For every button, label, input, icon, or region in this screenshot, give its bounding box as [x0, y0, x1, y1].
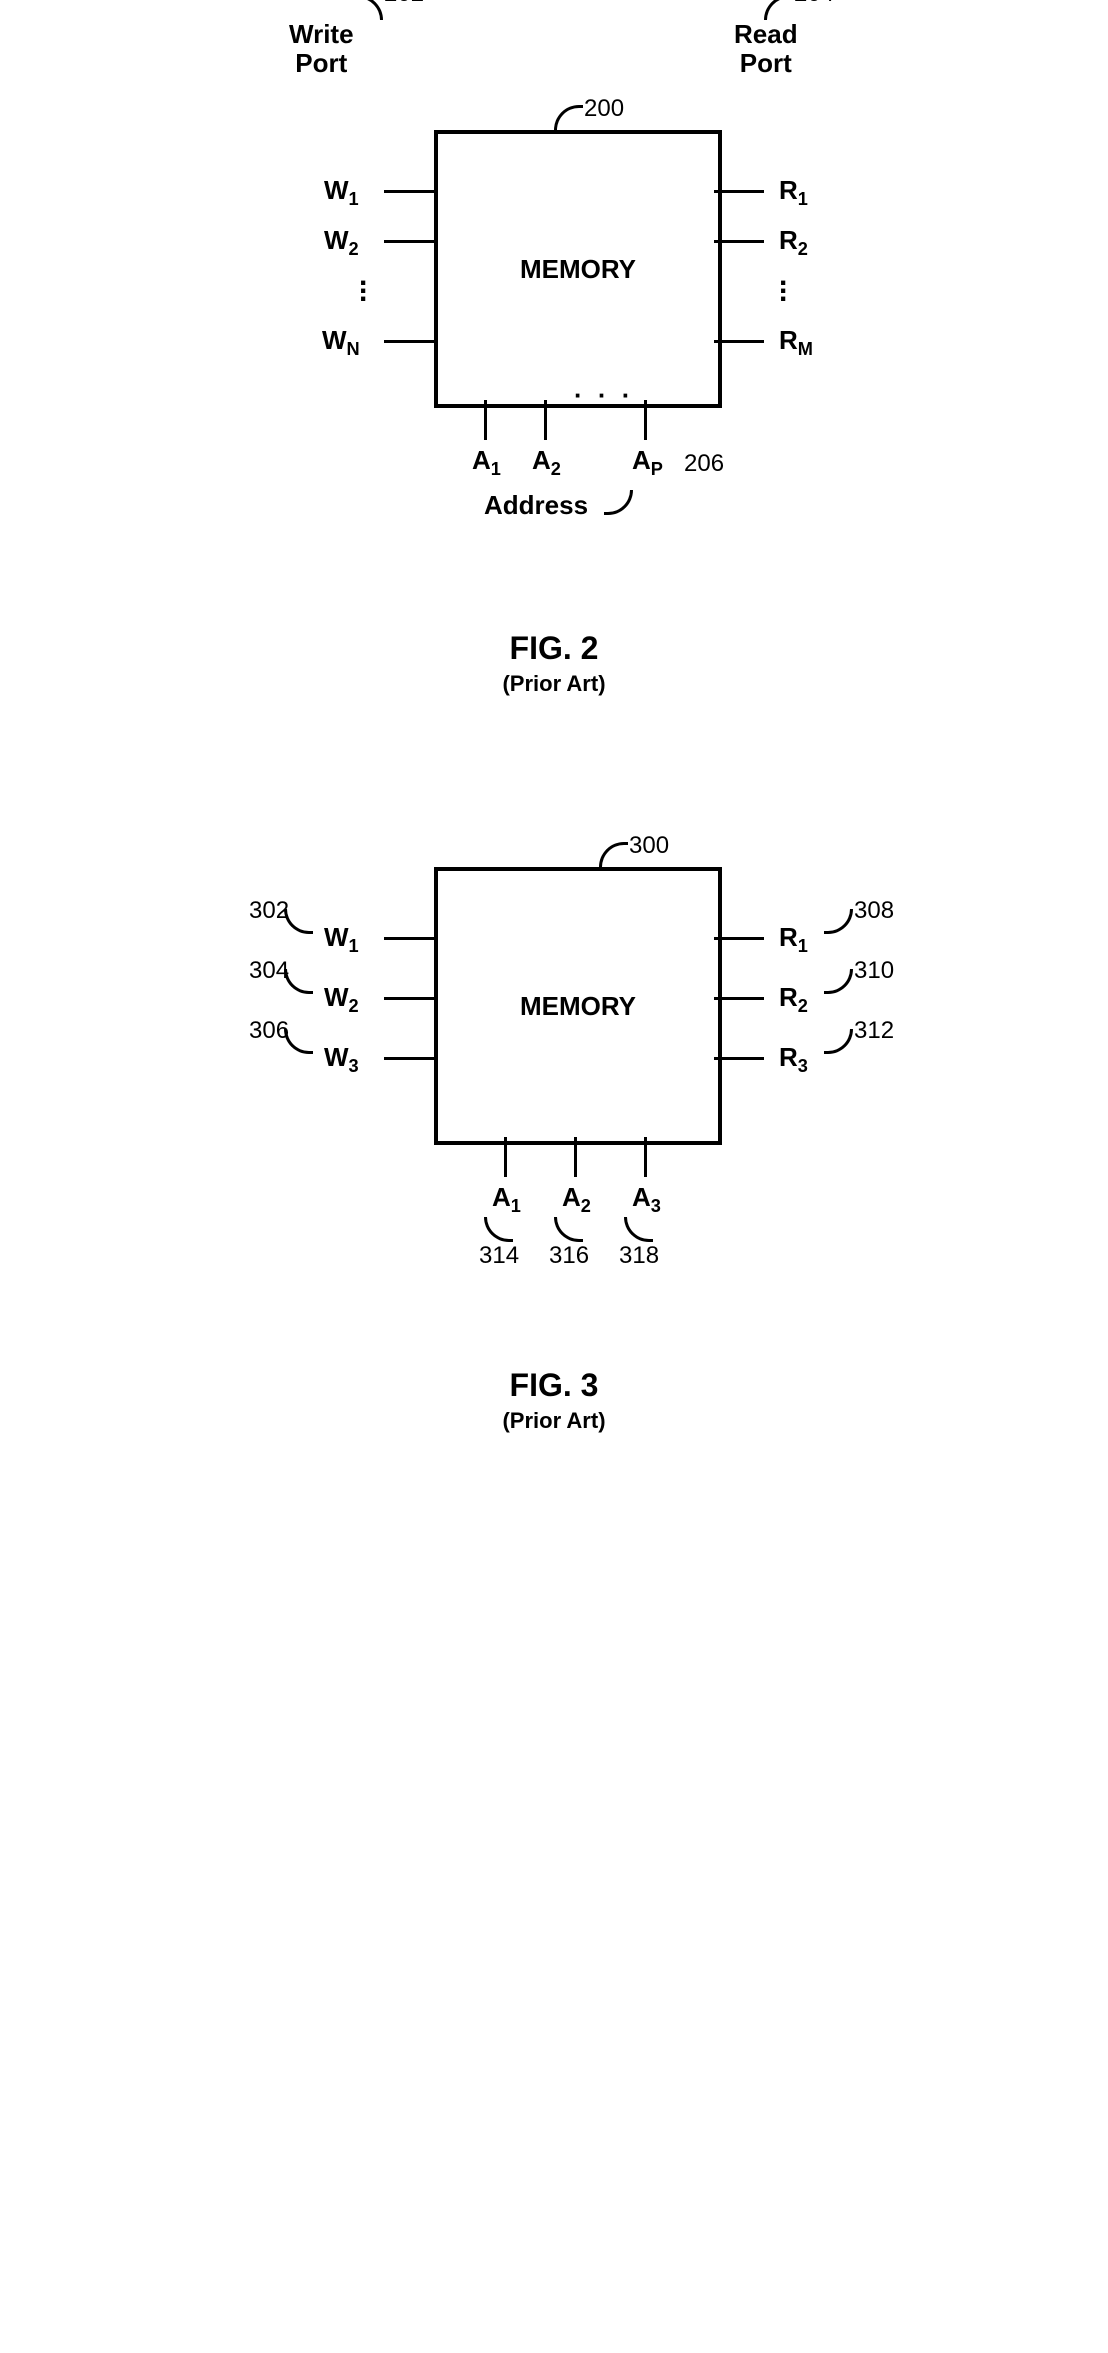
- pin-line: [644, 1137, 647, 1177]
- figure-2: WritePort 202 ReadPort 204 200 MEMORY W1…: [204, 40, 904, 697]
- read-pin-ref: 312: [854, 1017, 894, 1045]
- callout-arc: [824, 969, 853, 994]
- pin-line: [644, 400, 647, 440]
- addr-pin-label: A1: [492, 1182, 521, 1217]
- caption-title: FIG. 3: [204, 1367, 904, 1404]
- write-pin-label: W1: [324, 175, 359, 210]
- vdots-icon: ...: [359, 272, 367, 296]
- read-pin-label: R2: [779, 982, 808, 1017]
- write-pin-label: WN: [322, 325, 360, 360]
- pin-line: [714, 340, 764, 343]
- vdots-icon: ...: [779, 272, 787, 296]
- pin-line: [384, 240, 434, 243]
- pin-line: [714, 240, 764, 243]
- callout-arc: [484, 1217, 513, 1242]
- callout-arc: [599, 842, 628, 867]
- pin-line: [574, 1137, 577, 1177]
- read-pin-label: RM: [779, 325, 813, 360]
- addr-pin-ref: 314: [479, 1242, 519, 1270]
- write-pin-ref: 304: [249, 957, 289, 985]
- addr-pin-label: A2: [562, 1182, 591, 1217]
- pin-line: [504, 1137, 507, 1177]
- write-pin-ref: 306: [249, 1017, 289, 1045]
- pin-line: [714, 190, 764, 193]
- addr-pin-ref: 316: [549, 1242, 589, 1270]
- address-label: Address: [484, 490, 588, 521]
- memory-box-label: MEMORY: [520, 254, 636, 285]
- callout-arc: [824, 1029, 853, 1054]
- memory-box: MEMORY: [434, 130, 722, 408]
- addr-pin-label: AP: [632, 445, 663, 480]
- pin-line: [384, 1057, 434, 1060]
- pin-line: [714, 997, 764, 1000]
- hdots-icon: · · ·: [574, 380, 634, 411]
- read-pin-label: R2: [779, 225, 808, 260]
- memory-box-ref: 300: [629, 832, 669, 860]
- addr-pin-label: A1: [472, 445, 501, 480]
- figure-caption: FIG. 3 (Prior Art): [204, 1367, 904, 1434]
- address-ref: 206: [684, 450, 724, 478]
- addr-pin-ref: 318: [619, 1242, 659, 1270]
- pin-line: [484, 400, 487, 440]
- write-pin-ref: 302: [249, 897, 289, 925]
- write-pin-label: W1: [324, 922, 359, 957]
- memory-box-ref: 200: [584, 95, 624, 123]
- callout-arc: [764, 0, 793, 20]
- callout-arc: [554, 1217, 583, 1242]
- addr-pin-label: A2: [532, 445, 561, 480]
- write-port-text: WritePort: [289, 19, 354, 78]
- caption-sub: (Prior Art): [204, 1408, 904, 1434]
- read-port-title: ReadPort: [734, 20, 798, 77]
- read-port-ref: 204: [794, 0, 834, 8]
- write-pin-label: W2: [324, 982, 359, 1017]
- callout-arc: [624, 1217, 653, 1242]
- pin-line: [384, 997, 434, 1000]
- pin-line: [714, 937, 764, 940]
- write-pin-label: W3: [324, 1042, 359, 1077]
- read-pin-label: R3: [779, 1042, 808, 1077]
- write-port-ref: 202: [384, 0, 424, 8]
- pin-line: [714, 1057, 764, 1060]
- pin-line: [544, 400, 547, 440]
- callout-arc: [354, 0, 383, 20]
- memory-box-label: MEMORY: [520, 991, 636, 1022]
- callout-arc: [604, 490, 633, 515]
- write-port-title: WritePort: [289, 20, 354, 77]
- caption-title: FIG. 2: [204, 630, 904, 667]
- figure-3: 300 MEMORY W1 302 W2 304 W3 306 R1 308 R…: [204, 817, 904, 1434]
- pin-line: [384, 340, 434, 343]
- addr-pin-label: A3: [632, 1182, 661, 1217]
- read-pin-ref: 310: [854, 957, 894, 985]
- pin-line: [384, 937, 434, 940]
- callout-arc: [554, 105, 583, 130]
- figure-caption: FIG. 2 (Prior Art): [204, 630, 904, 697]
- read-pin-label: R1: [779, 175, 808, 210]
- read-port-text: ReadPort: [734, 19, 798, 78]
- callout-arc: [824, 909, 853, 934]
- write-pin-label: W2: [324, 225, 359, 260]
- read-pin-label: R1: [779, 922, 808, 957]
- read-pin-ref: 308: [854, 897, 894, 925]
- pin-line: [384, 190, 434, 193]
- memory-box: MEMORY: [434, 867, 722, 1145]
- caption-sub: (Prior Art): [204, 671, 904, 697]
